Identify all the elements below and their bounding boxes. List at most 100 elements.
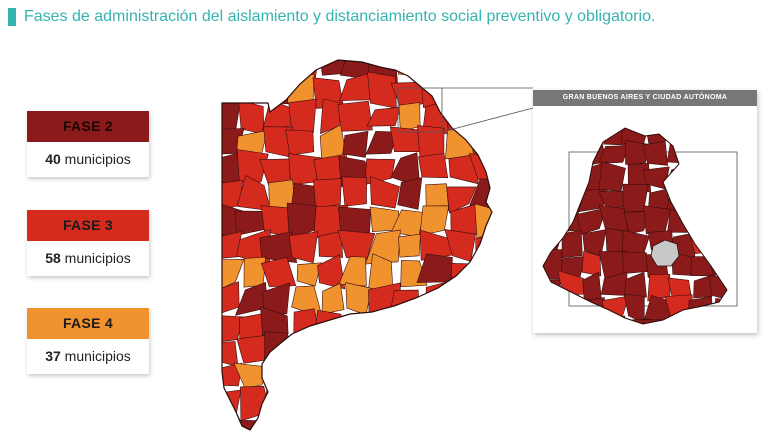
partido-region bbox=[317, 254, 346, 290]
partido-region bbox=[714, 128, 727, 149]
partido-region bbox=[344, 383, 374, 418]
partido-region bbox=[450, 263, 477, 289]
partido-region bbox=[222, 362, 243, 387]
partido-region bbox=[339, 333, 376, 370]
partido-region bbox=[418, 333, 450, 369]
partido-region bbox=[367, 71, 397, 109]
legend-fase-2-count: 40 municipios bbox=[27, 142, 149, 177]
partido-region bbox=[642, 205, 671, 235]
legend-fase-3-unit: municipios bbox=[64, 250, 131, 266]
partido-region bbox=[222, 72, 245, 107]
partido-region bbox=[313, 309, 349, 339]
partido-region bbox=[556, 128, 584, 143]
legend-fase-3-count: 58 municipios bbox=[27, 241, 149, 276]
partido-region bbox=[622, 230, 650, 254]
partido-region bbox=[709, 190, 727, 212]
partido-region bbox=[425, 281, 450, 311]
partido-region bbox=[664, 320, 690, 324]
partido-region bbox=[713, 297, 727, 322]
partido-region bbox=[598, 191, 630, 208]
partido-region bbox=[366, 106, 402, 127]
partido-region bbox=[581, 250, 602, 277]
partido-region bbox=[222, 60, 241, 80]
partido-region bbox=[446, 186, 477, 214]
gba-zoom-box bbox=[397, 87, 443, 133]
partido-region bbox=[473, 414, 492, 430]
partido-region bbox=[397, 177, 423, 210]
partido-region bbox=[419, 205, 450, 236]
partido-region bbox=[415, 307, 446, 344]
zoom-connector-bottom bbox=[441, 107, 534, 133]
partido-region bbox=[693, 274, 713, 299]
partido-region bbox=[418, 60, 454, 81]
partido-region bbox=[285, 129, 315, 156]
partido-region bbox=[288, 98, 317, 133]
partido-region bbox=[469, 313, 492, 335]
partido-region bbox=[624, 271, 647, 298]
province-partidos bbox=[222, 60, 492, 430]
partido-region bbox=[472, 360, 492, 396]
partido-region bbox=[314, 409, 344, 430]
partido-region bbox=[425, 183, 450, 211]
partido-region bbox=[236, 149, 269, 183]
partido-region bbox=[561, 229, 583, 259]
title-accent-mark bbox=[8, 8, 16, 26]
partido-region bbox=[708, 163, 727, 191]
gba-inset-map bbox=[542, 127, 738, 325]
partido-region bbox=[265, 362, 291, 395]
partido-region bbox=[418, 153, 449, 179]
partido-region bbox=[312, 331, 350, 362]
partido-region bbox=[688, 182, 716, 212]
partido-region bbox=[685, 204, 717, 231]
legend-fase-4: FASE 4 37 municipios bbox=[27, 308, 149, 374]
partido-region bbox=[260, 257, 297, 288]
partido-region bbox=[314, 384, 347, 418]
partido-region bbox=[318, 230, 343, 258]
partido-region bbox=[467, 383, 492, 420]
gba-outline bbox=[542, 127, 728, 325]
partido-region bbox=[711, 229, 727, 257]
partido-region bbox=[543, 128, 563, 144]
partido-region bbox=[472, 76, 492, 110]
partido-region bbox=[560, 293, 581, 322]
partido-region bbox=[417, 416, 449, 430]
partido-region bbox=[372, 413, 396, 430]
partido-region bbox=[398, 308, 425, 341]
partido-region bbox=[369, 176, 400, 209]
partido-region bbox=[287, 385, 317, 415]
partido-region bbox=[598, 145, 630, 164]
partido-region bbox=[441, 60, 477, 84]
partido-region bbox=[390, 334, 426, 368]
partido-region bbox=[619, 318, 652, 324]
partido-region bbox=[338, 411, 374, 430]
partido-region bbox=[559, 162, 586, 186]
legend-fase-4-unit: municipios bbox=[64, 348, 131, 364]
partido-region bbox=[446, 411, 479, 430]
partido-region bbox=[543, 204, 564, 235]
partido-region bbox=[445, 102, 478, 133]
partido-region bbox=[373, 311, 398, 342]
legend-fase-4-label: FASE 4 bbox=[27, 308, 149, 339]
partido-region bbox=[576, 316, 605, 324]
partido-region bbox=[313, 178, 342, 209]
partido-region bbox=[543, 279, 562, 299]
partido-region bbox=[582, 297, 605, 322]
partido-region bbox=[416, 359, 451, 396]
partido-region bbox=[264, 331, 298, 365]
title-bar: Fases de administración del aislamiento … bbox=[8, 8, 655, 26]
partido-region bbox=[467, 60, 492, 80]
partido-region bbox=[543, 183, 562, 213]
partido-region bbox=[708, 321, 727, 324]
partido-region bbox=[474, 262, 492, 287]
partido-region bbox=[294, 416, 320, 430]
partido-region bbox=[708, 250, 727, 279]
legend-fase-2-number: 40 bbox=[45, 151, 61, 167]
partido-region bbox=[421, 385, 450, 417]
partido-region bbox=[289, 357, 318, 395]
partido-region bbox=[642, 319, 671, 324]
legend-fase-3-label: FASE 3 bbox=[27, 210, 149, 241]
partido-region bbox=[398, 233, 421, 258]
partido-region bbox=[543, 161, 558, 193]
partido-region bbox=[398, 102, 421, 132]
